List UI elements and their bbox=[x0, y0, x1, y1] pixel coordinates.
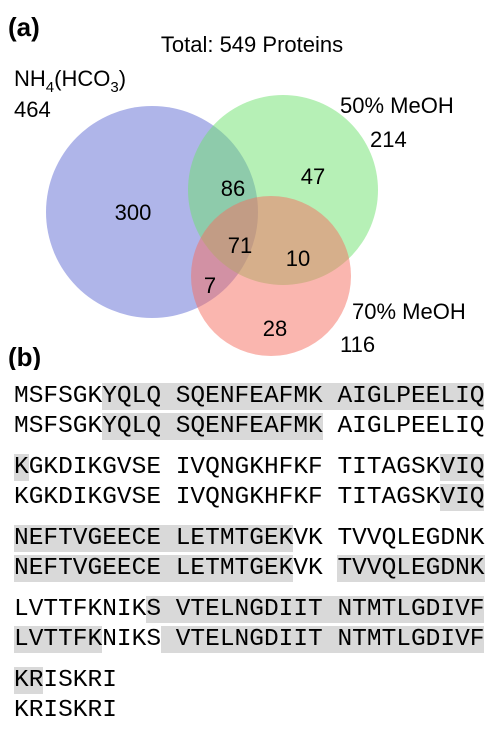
region-count: 71 bbox=[228, 233, 252, 258]
sequence-segment: AIGLPEELIQ bbox=[322, 413, 485, 440]
sequence-segment: MSFSGK bbox=[14, 413, 103, 440]
set-circle bbox=[191, 196, 351, 356]
covered-segment: YQLQ SQENFEAFMK AIGLPEELIQ bbox=[102, 383, 485, 410]
region-count: 28 bbox=[263, 316, 287, 341]
label-part: 3 bbox=[110, 79, 118, 96]
sequence-group: LVTTFKNIKS VTELNGDIIT NTMTLGDIVF LVTTFKNI… bbox=[14, 595, 485, 655]
region-count: 10 bbox=[286, 246, 310, 271]
sequence-row: MSFSGKYQLQ SQENFEAFMK AIGLPEELIQ bbox=[14, 382, 485, 412]
covered-segment: S VTELNGDIIT NTMTLGDIVF bbox=[146, 596, 485, 623]
set-total: 116 bbox=[340, 332, 375, 357]
covered-segment: KR bbox=[14, 667, 44, 694]
region-count: 86 bbox=[221, 176, 245, 201]
set-total: 214 bbox=[370, 127, 407, 152]
covered-segment: LVTTFK bbox=[14, 626, 103, 653]
sequence-row: NEFTVGEECE LETMTGEKVK TVVQLEGDNK bbox=[14, 524, 485, 554]
sequence-segment: VK bbox=[293, 555, 338, 582]
region-count: 7 bbox=[204, 273, 216, 298]
region-count: 300 bbox=[115, 200, 152, 225]
label-part: NH bbox=[14, 66, 46, 91]
sequence-row: LVTTFKNIKS VTELNGDIIT NTMTLGDIVF bbox=[14, 595, 485, 625]
sequence-row: KGKDIKGVSE IVQNGKHFKF TITAGSKVIQ bbox=[14, 483, 485, 513]
set-label: NH4(HCO3) bbox=[14, 66, 126, 96]
label-part: ) bbox=[119, 66, 126, 91]
sequence-segment: ISKRI bbox=[43, 667, 117, 694]
label-part: 4 bbox=[46, 79, 54, 96]
sequence-row: KGKDIKGVSE IVQNGKHFKF TITAGSKVIQ bbox=[14, 453, 485, 483]
covered-segment: NEFTVGEECE LETMTGEK bbox=[14, 555, 294, 582]
label-part: 50% MeOH bbox=[340, 93, 454, 118]
region-count: 47 bbox=[301, 164, 325, 189]
covered-segment: VIQ bbox=[440, 454, 485, 481]
covered-segment: YQLQ SQENFEAFMK bbox=[102, 413, 323, 440]
set-label: 70% MeOH bbox=[352, 299, 466, 324]
panel-label: (b) bbox=[8, 342, 41, 370]
sequence-segment: LVTTFKNIK bbox=[14, 596, 147, 623]
sequence-row: NEFTVGEECE LETMTGEKVK TVVQLEGDNK bbox=[14, 554, 485, 584]
covered-segment: NEFTVGEECE LETMTGEK bbox=[14, 525, 294, 552]
sequence-group: KRISKRI KRISKRI bbox=[14, 666, 485, 726]
sequence-row: KRISKRI bbox=[14, 666, 485, 696]
label-part: (HCO bbox=[54, 66, 110, 91]
sequence-segment: VK TVVQLEGDNK bbox=[293, 525, 485, 552]
sequence-segment: GKDIKGVSE IVQNGKHFKF TITAGSK bbox=[28, 454, 441, 481]
venn-title: Total: 549 Proteins bbox=[161, 32, 343, 57]
set-total: 464 bbox=[14, 97, 51, 122]
sequence-row: LVTTFKNIKS VTELNGDIIT NTMTLGDIVF bbox=[14, 625, 485, 655]
label-part: 70% MeOH bbox=[352, 299, 466, 324]
sequence-segment: NIKS bbox=[102, 626, 162, 653]
sequence-group: NEFTVGEECE LETMTGEKVK TVVQLEGDNK NEFTVGEE… bbox=[14, 524, 485, 584]
covered-segment: K bbox=[14, 454, 29, 481]
sequence-segment: MSFSGK bbox=[14, 383, 103, 410]
sequence-row: MSFSGKYQLQ SQENFEAFMK AIGLPEELIQ bbox=[14, 412, 485, 442]
covered-segment: VIQ bbox=[440, 484, 485, 511]
set-label: 50% MeOH bbox=[340, 93, 454, 118]
panel-label: (a) bbox=[8, 12, 40, 42]
sequence-group: KGKDIKGVSE IVQNGKHFKF TITAGSKVIQ KGKDIKGV… bbox=[14, 453, 485, 513]
sequence-segment: KRISKRI bbox=[14, 697, 117, 724]
covered-segment: VTELNGDIIT NTMTLGDIVF bbox=[161, 626, 485, 653]
sequence-coverage: MSFSGKYQLQ SQENFEAFMK AIGLPEELIQ MSFSGKYQ… bbox=[14, 382, 485, 737]
sequence-row: KRISKRI bbox=[14, 696, 485, 726]
sequence-segment: KGKDIKGVSE IVQNGKHFKF TITAGSK bbox=[14, 484, 441, 511]
covered-segment: TVVQLEGDNK bbox=[337, 555, 485, 582]
sequence-group: MSFSGKYQLQ SQENFEAFMK AIGLPEELIQ MSFSGKYQ… bbox=[14, 382, 485, 442]
